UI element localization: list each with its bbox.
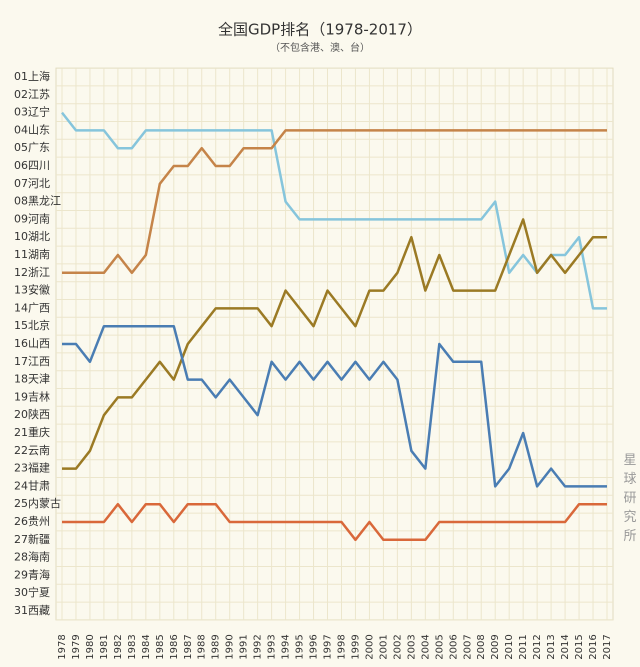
x-tick-label: 1981 — [99, 634, 110, 659]
x-tick-label: 2000 — [364, 634, 375, 659]
x-tick-label: 2007 — [462, 634, 473, 659]
series-line — [62, 324, 607, 488]
x-tick-label: 2006 — [448, 634, 459, 659]
y-tick-label: 13安徽 — [14, 283, 50, 297]
y-tick-label: 23福建 — [14, 461, 50, 475]
y-tick-label: 09河南 — [14, 212, 50, 225]
y-tick-label: 14广西 — [14, 301, 50, 314]
y-tick-label: 30宁夏 — [14, 585, 50, 599]
y-tick-label: 03辽宁 — [14, 105, 50, 119]
x-tick-label: 1985 — [155, 634, 166, 659]
y-tick-label: 22云南 — [14, 444, 50, 457]
watermark: 星球研究所 — [621, 453, 637, 548]
y-tick-label: 15北京 — [14, 318, 50, 332]
x-tick-label: 1982 — [113, 634, 124, 659]
x-tick-label: 1996 — [309, 634, 320, 659]
x-tick-label: 1993 — [267, 634, 278, 659]
series-line — [62, 218, 607, 470]
x-tick-label: 2016 — [588, 634, 599, 659]
x-tick-label: 1988 — [197, 634, 208, 659]
x-tick-label: 2009 — [490, 634, 501, 659]
y-tick-label: 01上海 — [14, 69, 50, 83]
y-tick-label: 05广东 — [14, 141, 50, 154]
series-line — [61, 111, 607, 310]
x-tick-label: 2013 — [546, 634, 557, 659]
x-tick-label: 1990 — [225, 634, 236, 659]
x-tick-label: 1984 — [141, 634, 152, 659]
x-tick-label: 2010 — [504, 634, 515, 659]
x-tick-label: 1994 — [281, 634, 292, 659]
x-tick-label: 1987 — [183, 634, 194, 659]
chart-title: 全国GDP排名（1978-2017） — [218, 21, 422, 39]
x-tick-label: 2014 — [560, 634, 571, 659]
x-tick-label: 2017 — [602, 634, 613, 659]
x-tick-label: 2004 — [420, 634, 431, 659]
x-tick-label: 2012 — [532, 634, 543, 659]
y-tick-label: 21重庆 — [14, 425, 50, 439]
x-tick-label: 1995 — [295, 634, 306, 659]
x-tick-label: 2005 — [434, 634, 445, 659]
y-tick-label: 20陕西 — [14, 407, 50, 421]
series-line — [62, 129, 607, 275]
x-tick-label: 2015 — [574, 634, 585, 659]
y-tick-label: 08黑龙江 — [14, 195, 61, 208]
y-tick-label: 26贵州 — [14, 515, 50, 528]
x-tick-label: 2003 — [406, 634, 417, 659]
y-tick-label: 04山东 — [14, 123, 50, 136]
x-tick-label: 1983 — [127, 634, 138, 659]
y-tick-label: 18天津 — [14, 373, 50, 386]
y-tick-label: 12浙江 — [14, 266, 50, 279]
y-tick-label: 28海南 — [14, 550, 50, 564]
x-tick-label: 1999 — [350, 634, 361, 659]
x-tick-label: 1992 — [253, 634, 264, 659]
y-tick-label: 31西藏 — [14, 604, 50, 617]
y-tick-label: 02江苏 — [14, 88, 50, 101]
plot-frame — [55, 67, 614, 621]
y-tick-label: 11湖南 — [14, 248, 50, 261]
y-tick-label: 29青海 — [14, 567, 50, 581]
y-tick-label: 27新疆 — [14, 532, 50, 546]
x-tick-label: 1979 — [71, 634, 82, 659]
x-tick-label: 1991 — [239, 634, 250, 659]
x-tick-label: 2008 — [476, 634, 487, 659]
x-tick-label: 2002 — [392, 634, 403, 659]
y-tick-label: 25内蒙古 — [14, 496, 61, 510]
series-line — [62, 502, 607, 542]
chart-subtitle: （不包含港、澳、台） — [270, 41, 370, 54]
y-tick-label: 17江西 — [14, 355, 50, 368]
y-tick-label: 16山西 — [14, 337, 50, 350]
x-tick-label: 1978 — [57, 634, 68, 659]
x-tick-label: 1986 — [169, 634, 180, 659]
x-tick-label: 1989 — [211, 634, 222, 659]
y-tick-label: 07河北 — [14, 177, 50, 190]
y-tick-label: 06四川 — [14, 159, 50, 172]
x-tick-label: 2001 — [378, 634, 389, 659]
y-tick-label: 24甘肃 — [14, 479, 50, 492]
x-tick-label: 1980 — [85, 634, 96, 659]
x-tick-label: 1997 — [323, 634, 334, 659]
y-tick-label: 10湖北 — [14, 230, 50, 243]
x-tick-label: 1998 — [336, 634, 347, 659]
x-tick-label: 2011 — [518, 634, 529, 659]
y-tick-label: 19吉林 — [14, 389, 50, 403]
